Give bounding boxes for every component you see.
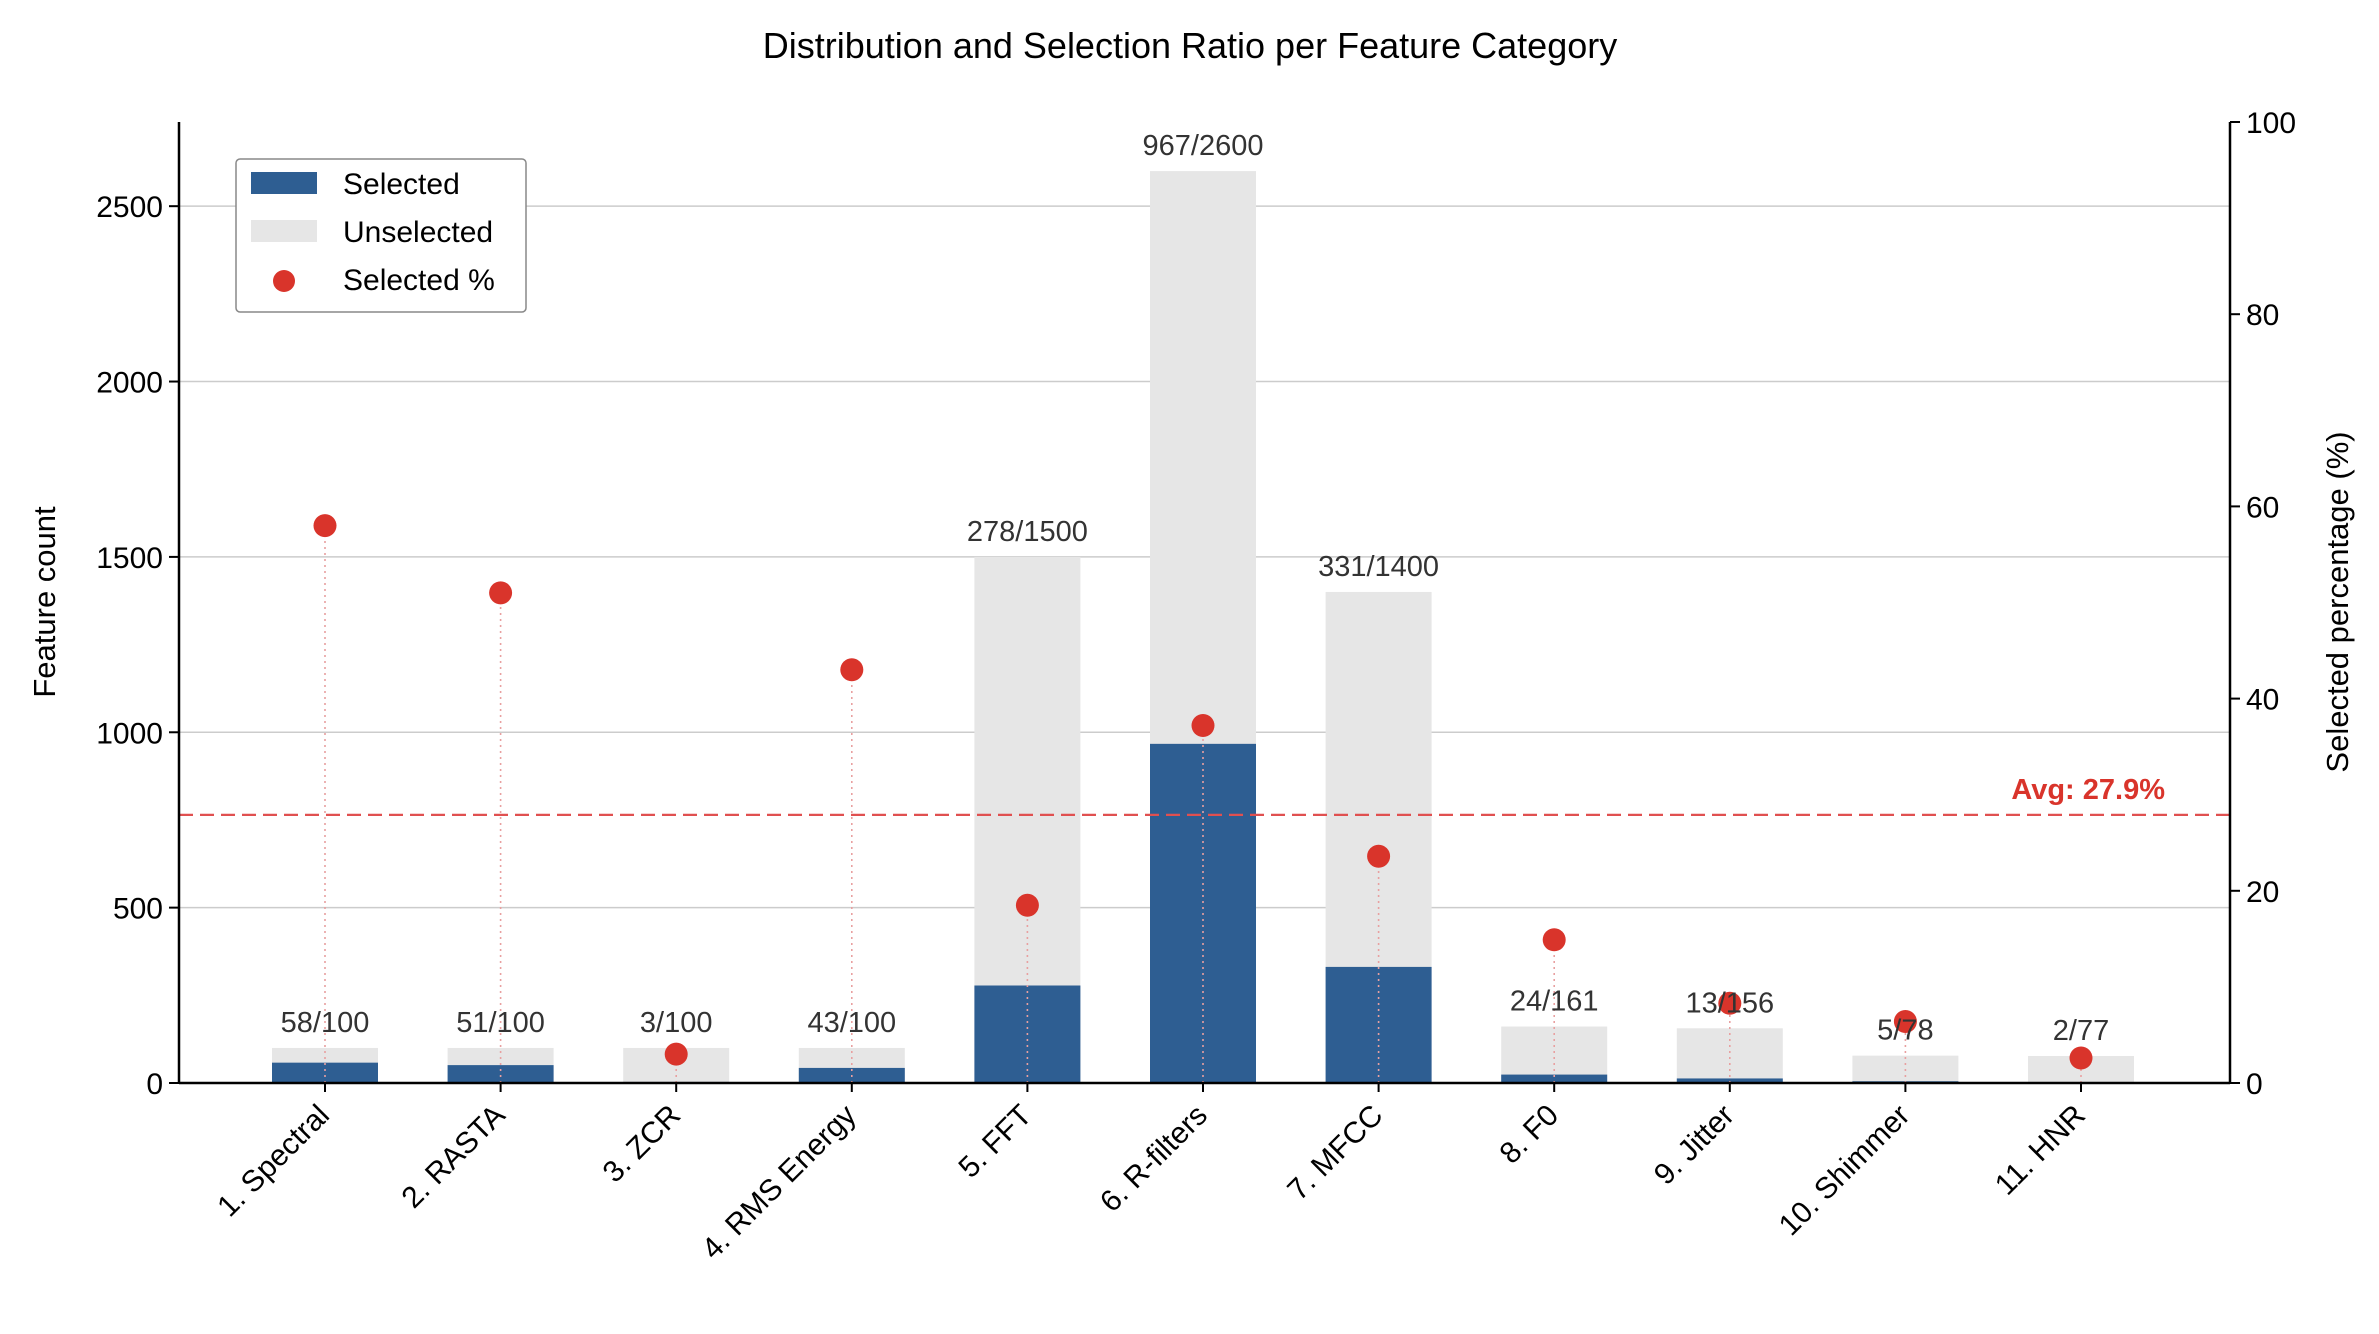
legend-frame (235, 158, 527, 313)
percent-point (1015, 893, 1039, 917)
y2-tick-label: 40 (2246, 684, 2279, 717)
bar-count-label: 331/1400 (1318, 551, 1439, 583)
x-tick-label: 11. HNR (1989, 1099, 2092, 1202)
legend-label-selected: Selected (343, 168, 460, 201)
percent-point (489, 581, 513, 605)
bar-unselected (1501, 1026, 1608, 1083)
bar-unselected (1676, 1028, 1783, 1083)
average-line-group: Avg: 27.9% (179, 774, 2230, 816)
y-tick-label: 1000 (96, 717, 163, 750)
bar-count-label: 967/2600 (1143, 130, 1264, 162)
y-tick-label: 1500 (96, 542, 163, 575)
percent-point (664, 1042, 688, 1066)
y2-tick-label: 20 (2246, 876, 2279, 909)
x-tick-label: 10. Shimmer (1773, 1099, 1917, 1243)
legend-label-percent: Selected % (343, 264, 495, 297)
bars (272, 171, 2134, 1084)
percent-point (1542, 928, 1566, 952)
legend-marker-percent (273, 270, 295, 292)
x-tick-label: 4. RMS Energy (696, 1099, 863, 1266)
bar-count-label: 58/100 (281, 1007, 370, 1039)
percent-point (2069, 1046, 2093, 1070)
bar-selected (272, 1062, 378, 1083)
y-tick-label: 500 (113, 893, 163, 926)
percent-point (840, 658, 864, 682)
bar-count-label: 3/100 (640, 1007, 713, 1039)
bar-count-label: 2/77 (2053, 1015, 2109, 1047)
y2-tick-label: 0 (2246, 1068, 2263, 1101)
x-tick-label: 3. ZCR (597, 1099, 688, 1190)
x-tick-label: 5. FFT (953, 1099, 1039, 1185)
bar-selected (1501, 1074, 1608, 1083)
y-axis-title: Feature count (27, 506, 62, 698)
legend: Selected Unselected Selected % (235, 158, 527, 313)
y-tick-label: 2500 (96, 191, 163, 224)
x-tick-label: 7. MFCC (1281, 1099, 1389, 1207)
bar-count-label: 5/78 (1877, 1015, 1933, 1047)
legend-label-unselected: Unselected (343, 216, 493, 249)
bar-selected (1325, 966, 1432, 1083)
bar-selected (1676, 1078, 1783, 1083)
x-tick-label: 8. F0 (1493, 1099, 1565, 1171)
bar-labels: 58/100 51/100 3/100 43/100 278/1500 967/2600 3… (281, 130, 2110, 1047)
bar-count-label: 43/100 (807, 1007, 896, 1039)
x-tick-label: 6. R-filters (1094, 1099, 1214, 1219)
percent-points (313, 514, 2093, 1070)
average-label: Avg: 27.9% (2011, 774, 2165, 806)
percent-point (1367, 844, 1391, 868)
y2-tick-label: 60 (2246, 491, 2279, 524)
bar-count-label: 13/156 (1685, 987, 1774, 1019)
bar-selected (447, 1065, 554, 1083)
chart-title: Distribution and Selection Ratio per Fea… (763, 25, 1617, 66)
bar-count-label: 24/161 (1510, 986, 1599, 1018)
y2-axis-title: Selected percentage (%) (2320, 431, 2355, 772)
y2-tick-label: 100 (2246, 107, 2296, 140)
percent-point (313, 514, 337, 538)
x-tick-label: 9. Jitter (1648, 1099, 1741, 1192)
percent-point (1718, 991, 1742, 1015)
legend-swatch-selected (251, 172, 317, 194)
x-tick-label: 2. RASTA (395, 1099, 511, 1215)
x-tick-label: 1. Spectral (211, 1099, 336, 1224)
legend-swatch-unselected (251, 220, 317, 242)
percent-point (1191, 714, 1215, 738)
y-tick-label: 2000 (96, 367, 163, 400)
bar-count-label: 278/1500 (967, 516, 1088, 548)
percent-point (1893, 1009, 1917, 1033)
y-tick-label: 0 (146, 1068, 163, 1101)
bar-count-label: 51/100 (456, 1007, 545, 1039)
y2-tick-label: 80 (2246, 299, 2279, 332)
